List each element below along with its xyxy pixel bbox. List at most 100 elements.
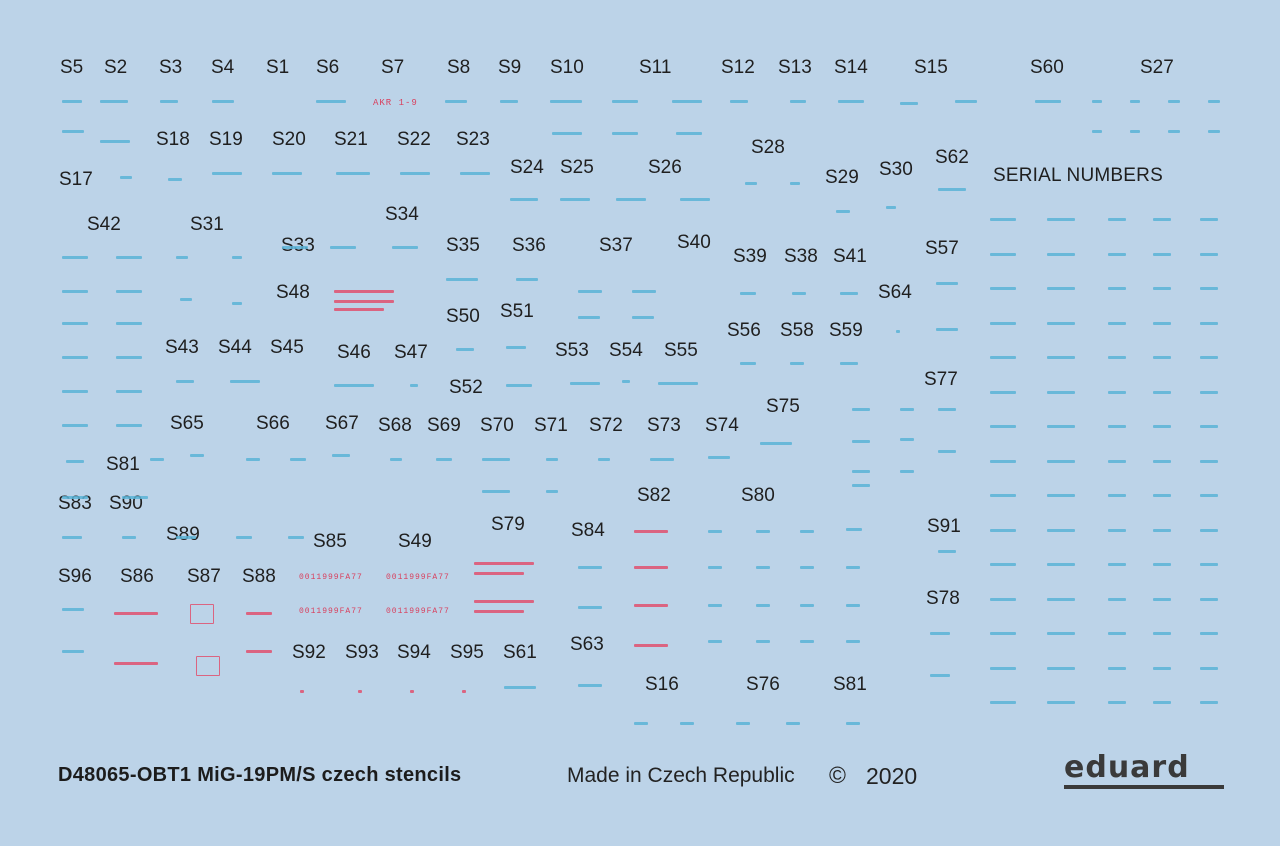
decal-mark bbox=[358, 690, 362, 693]
decal-mark bbox=[1108, 252, 1126, 256]
decal-mark bbox=[598, 458, 610, 461]
decal-mark bbox=[1200, 321, 1218, 325]
decal-mark bbox=[236, 536, 252, 539]
eduard-logo: eduard bbox=[1064, 750, 1190, 785]
stencil-label: S62 bbox=[935, 147, 969, 168]
decal-mark bbox=[936, 282, 958, 285]
stencil-label: S92 bbox=[292, 642, 326, 663]
decal-mark bbox=[800, 566, 814, 569]
stencil-label: S72 bbox=[589, 415, 623, 436]
decal-mark bbox=[840, 362, 858, 365]
decal-mark bbox=[990, 632, 1016, 635]
stencil-label: S3 bbox=[159, 57, 183, 78]
stencil-label: S65 bbox=[170, 413, 204, 434]
decal-mark bbox=[792, 292, 806, 295]
decal-mark bbox=[1047, 494, 1075, 497]
decal-mark bbox=[676, 132, 702, 135]
decal-mark bbox=[474, 600, 534, 603]
decal-mark bbox=[1153, 597, 1171, 601]
decal-mark bbox=[62, 536, 82, 539]
stencil-label: S40 bbox=[677, 232, 711, 253]
stencil-label: S69 bbox=[427, 415, 461, 436]
decal-mark bbox=[1200, 666, 1218, 670]
decal-mark bbox=[990, 597, 1016, 601]
decal-mark bbox=[1108, 321, 1126, 325]
decal-mark bbox=[990, 390, 1016, 394]
small-red-marking: AKR 1-9 bbox=[373, 98, 418, 108]
stencil-label: S38 bbox=[784, 246, 818, 267]
stencil-label: S82 bbox=[637, 485, 671, 506]
stencil-label: S94 bbox=[397, 642, 431, 663]
decal-mark bbox=[1208, 130, 1220, 133]
decal-mark bbox=[246, 650, 272, 653]
decal-mark bbox=[1047, 390, 1075, 394]
decal-mark bbox=[122, 496, 148, 499]
decal-mark bbox=[634, 722, 648, 725]
stencil-label: S81 bbox=[833, 674, 867, 695]
decal-mark bbox=[62, 290, 88, 293]
decal-mark bbox=[334, 300, 394, 303]
decal-mark bbox=[246, 612, 272, 615]
decal-mark bbox=[62, 650, 84, 653]
decal-mark bbox=[1153, 632, 1171, 635]
stencil-label: S86 bbox=[120, 566, 154, 587]
decal-mark bbox=[1200, 632, 1218, 635]
decal-mark bbox=[516, 278, 538, 281]
decal-mark bbox=[1200, 494, 1218, 497]
decal-mark bbox=[1153, 528, 1171, 532]
decal-mark bbox=[1047, 218, 1075, 221]
decal-mark bbox=[578, 684, 602, 687]
stencil-label: S61 bbox=[503, 642, 537, 663]
stencil-label: S44 bbox=[218, 337, 252, 358]
decal-mark bbox=[1153, 563, 1171, 566]
decal-mark bbox=[316, 100, 346, 103]
red-marking: 0011999FA77 bbox=[299, 607, 363, 616]
decal-mark bbox=[1153, 252, 1171, 256]
decal-mark bbox=[474, 610, 524, 613]
stencil-label: S30 bbox=[879, 159, 913, 180]
decal-mark bbox=[990, 321, 1016, 325]
stencil-label: S21 bbox=[334, 129, 368, 150]
decal-mark bbox=[1047, 528, 1075, 532]
stencil-label: S17 bbox=[59, 169, 93, 190]
stencil-label: S74 bbox=[705, 415, 739, 436]
stencil-label: S8 bbox=[447, 57, 471, 78]
decal-mark bbox=[990, 425, 1016, 428]
decal-mark bbox=[1108, 563, 1126, 566]
decal-mark bbox=[632, 316, 654, 319]
decal-mark bbox=[570, 382, 600, 385]
stencil-label: S10 bbox=[550, 57, 584, 78]
decal-mark bbox=[708, 456, 730, 459]
decal-mark bbox=[62, 496, 88, 499]
stencil-label: S27 bbox=[1140, 57, 1174, 78]
stencil-label: S18 bbox=[156, 129, 190, 150]
decal-mark bbox=[990, 494, 1016, 497]
decal-mark bbox=[990, 356, 1016, 359]
decal-mark bbox=[756, 566, 770, 569]
decal-mark bbox=[474, 572, 524, 575]
decal-mark bbox=[504, 686, 536, 689]
stencil-label: S43 bbox=[165, 337, 199, 358]
decal-mark bbox=[510, 198, 538, 201]
decal-mark bbox=[66, 460, 84, 463]
decal-mark bbox=[1047, 459, 1075, 463]
decal-mark bbox=[852, 440, 870, 443]
decal-mark bbox=[990, 563, 1016, 566]
stencil-label: S29 bbox=[825, 167, 859, 188]
stencil-label: S45 bbox=[270, 337, 304, 358]
stencil-label: S80 bbox=[741, 485, 775, 506]
decal-mark bbox=[1208, 100, 1220, 103]
stencil-label: S26 bbox=[648, 157, 682, 178]
decal-mark bbox=[800, 604, 814, 607]
stencil-label: S58 bbox=[780, 320, 814, 341]
decal-mark bbox=[846, 640, 860, 643]
decal-mark bbox=[840, 292, 858, 295]
stencil-label: S16 bbox=[645, 674, 679, 695]
decal-mark bbox=[990, 459, 1016, 463]
decal-mark bbox=[546, 490, 558, 493]
decal-mark bbox=[482, 458, 510, 461]
decal-mark bbox=[456, 348, 474, 351]
decal-mark bbox=[190, 454, 204, 457]
decal-mark bbox=[756, 530, 770, 533]
decal-mark bbox=[1092, 130, 1102, 133]
